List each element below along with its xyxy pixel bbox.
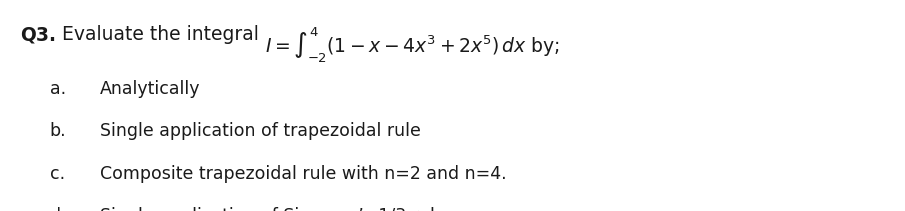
- Text: b.: b.: [50, 122, 66, 140]
- Text: Composite trapezoidal rule with n=2 and n=4.: Composite trapezoidal rule with n=2 and …: [100, 165, 506, 183]
- Text: Single application of trapezoidal rule: Single application of trapezoidal rule: [100, 122, 421, 140]
- Text: $I = \int_{-2}^{4}(1 - x - 4x^3 + 2x^5)\,dx$ by;: $I = \int_{-2}^{4}(1 - x - 4x^3 + 2x^5)\…: [265, 25, 559, 65]
- Text: a.: a.: [50, 80, 66, 98]
- Text: c.: c.: [50, 165, 65, 183]
- Text: d.: d.: [50, 207, 66, 211]
- Text: Evaluate the integral: Evaluate the integral: [56, 25, 265, 44]
- Text: Analytically: Analytically: [100, 80, 200, 98]
- Text: Single application of Simpson’s 1/3 rule: Single application of Simpson’s 1/3 rule: [100, 207, 445, 211]
- Text: Q3.: Q3.: [20, 25, 56, 44]
